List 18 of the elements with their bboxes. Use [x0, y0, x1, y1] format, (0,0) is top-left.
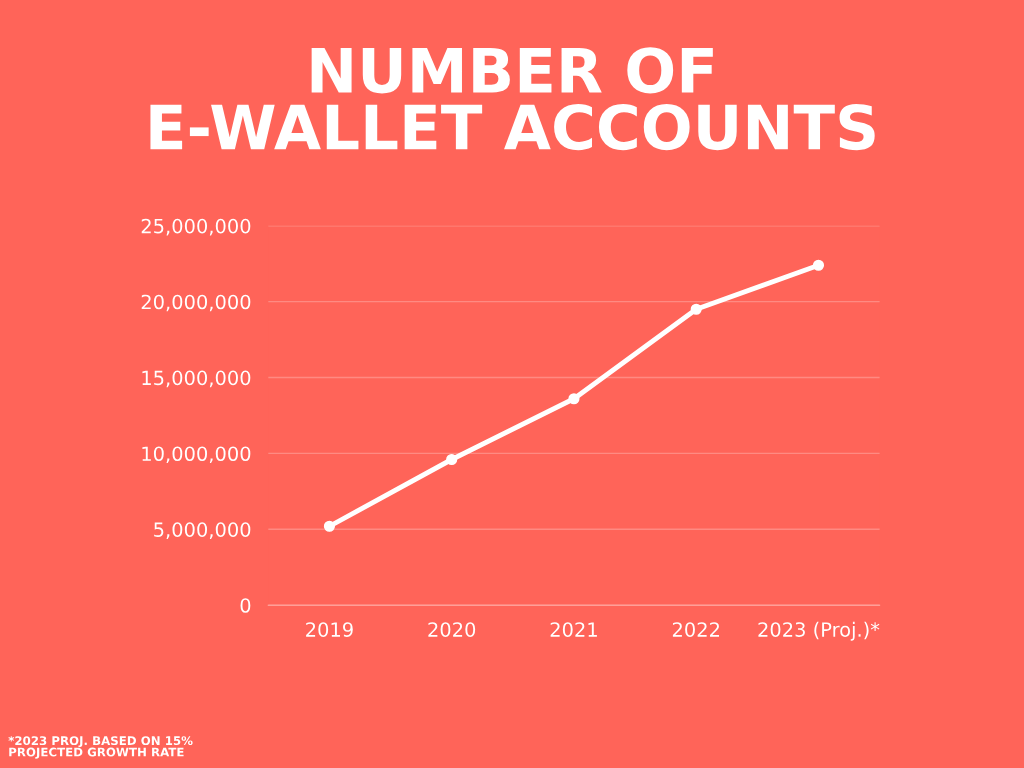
- y-tick-label: 25,000,000: [141, 218, 251, 236]
- x-tick-label: 2023 (Proj.)*: [758, 621, 880, 641]
- point: [690, 303, 702, 315]
- y-tick-label: 10,000,000: [142, 446, 251, 464]
- chart-title: NUMBER OF E-WALLET ACCOUNTS: [150, 47, 875, 151]
- x-tick-label: 2020: [428, 622, 476, 637]
- point: [568, 393, 580, 405]
- y-tick-label: 15,000,000: [142, 370, 251, 388]
- x-tick-label: 2021: [550, 622, 597, 637]
- x-tick-label: 2019: [306, 622, 353, 637]
- point: [812, 259, 825, 271]
- text: *2023 PROJ. BASED ON 15% PROJECTED GROWTH RATE: [8, 736, 193, 759]
- y-tick-label: 20,000,000: [141, 294, 251, 312]
- x-tick-label: 2022: [672, 622, 720, 637]
- point: [446, 453, 458, 466]
- y-tick-label: 0: [240, 598, 251, 613]
- y-tick-label: 5,000,000: [154, 522, 251, 539]
- point: [323, 520, 335, 532]
